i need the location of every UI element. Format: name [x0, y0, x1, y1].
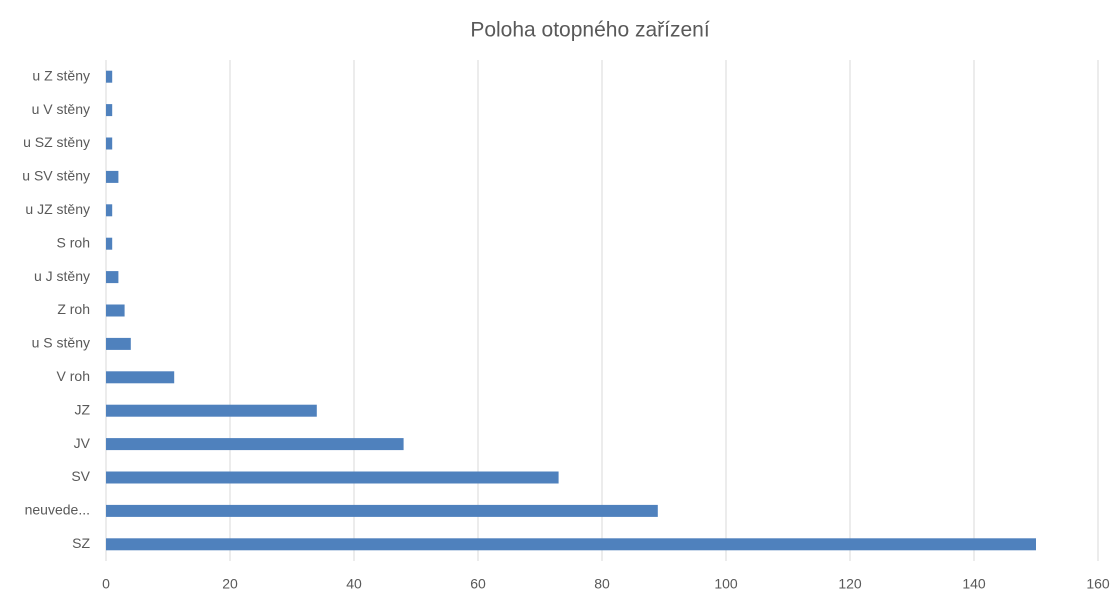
y-tick-label: V roh	[57, 368, 90, 384]
bar	[106, 170, 119, 183]
x-tick-label: 100	[714, 576, 738, 592]
x-tick-label: 80	[594, 576, 610, 592]
y-tick-label: Z roh	[57, 301, 90, 317]
x-tick-label: 140	[962, 576, 986, 592]
x-tick-label: 0	[102, 576, 110, 592]
y-tick-label: u SV stěny	[22, 168, 90, 184]
bar	[106, 538, 1036, 551]
y-tick-label: u SZ stěny	[23, 134, 90, 150]
chart-title: Poloha otopného zařízení	[470, 19, 710, 42]
bar	[106, 304, 125, 317]
y-tick-label: S roh	[57, 234, 90, 250]
bar	[106, 337, 131, 350]
y-tick-label: neuvede...	[25, 502, 90, 518]
x-tick-label: 40	[346, 576, 362, 592]
y-tick-label: SZ	[72, 535, 90, 551]
y-tick-label: u S stěny	[32, 335, 90, 351]
x-tick-label: 60	[470, 576, 486, 592]
bar	[106, 204, 113, 217]
bar	[106, 471, 559, 484]
y-tick-label: JV	[74, 435, 91, 451]
bar	[106, 371, 175, 384]
y-tick-label: u JZ stěny	[25, 201, 90, 217]
y-tick-label: u Z stěny	[32, 67, 90, 83]
bar	[106, 137, 113, 150]
bar	[106, 271, 119, 284]
x-tick-label: 120	[838, 576, 862, 592]
bar	[106, 237, 113, 250]
bar	[106, 70, 113, 83]
bar	[106, 438, 404, 451]
y-tick-label: u J stěny	[34, 268, 90, 284]
y-tick-label: JZ	[74, 401, 90, 417]
x-tick-label: 20	[222, 576, 238, 592]
bar	[106, 104, 113, 117]
y-tick-label: u V stěny	[32, 101, 90, 117]
y-tick-label: SV	[71, 468, 90, 484]
bar	[106, 504, 658, 517]
bar	[106, 404, 317, 417]
x-tick-label: 160	[1086, 576, 1110, 592]
